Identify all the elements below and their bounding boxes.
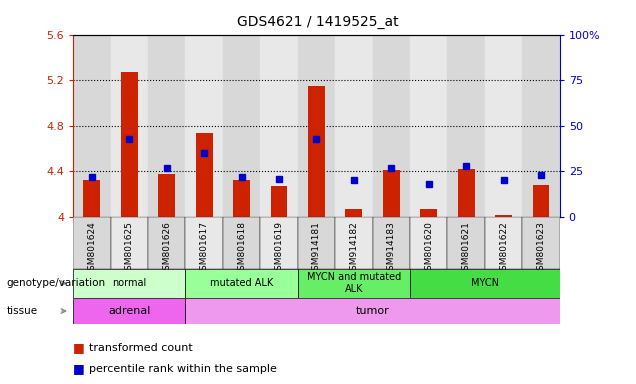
Bar xyxy=(522,35,560,217)
Text: GSM801623: GSM801623 xyxy=(537,221,546,276)
Text: GSM801621: GSM801621 xyxy=(462,221,471,276)
Text: GSM801622: GSM801622 xyxy=(499,221,508,276)
Text: normal: normal xyxy=(112,278,146,288)
Text: ■: ■ xyxy=(73,341,85,354)
Text: GSM801626: GSM801626 xyxy=(162,221,171,276)
Bar xyxy=(73,269,186,298)
Text: mutated ALK: mutated ALK xyxy=(210,278,273,288)
Text: GSM914181: GSM914181 xyxy=(312,221,321,276)
Bar xyxy=(111,35,148,217)
Bar xyxy=(485,35,522,217)
Bar xyxy=(410,217,447,269)
Text: MYCN and mutated
ALK: MYCN and mutated ALK xyxy=(307,272,401,294)
Bar xyxy=(373,35,410,217)
Bar xyxy=(223,35,260,217)
Text: GSM801624: GSM801624 xyxy=(87,221,96,276)
Text: genotype/variation: genotype/variation xyxy=(6,278,106,288)
Bar xyxy=(447,217,485,269)
Text: transformed count: transformed count xyxy=(89,343,193,353)
Bar xyxy=(495,215,512,217)
Text: tissue: tissue xyxy=(6,306,38,316)
Bar xyxy=(186,217,223,269)
Text: GSM801619: GSM801619 xyxy=(275,221,284,276)
Bar xyxy=(410,35,447,217)
Text: GSM801618: GSM801618 xyxy=(237,221,246,276)
Bar xyxy=(485,217,522,269)
Bar xyxy=(383,170,399,217)
Bar xyxy=(410,269,560,298)
Bar xyxy=(186,35,223,217)
Bar xyxy=(111,217,148,269)
Text: GDS4621 / 1419525_at: GDS4621 / 1419525_at xyxy=(237,15,399,29)
Text: adrenal: adrenal xyxy=(108,306,151,316)
Bar xyxy=(196,132,212,217)
Bar xyxy=(345,209,363,217)
Bar xyxy=(420,209,437,217)
Bar xyxy=(532,185,550,217)
Text: percentile rank within the sample: percentile rank within the sample xyxy=(89,364,277,374)
Bar xyxy=(186,269,298,298)
Bar xyxy=(83,180,100,217)
Bar xyxy=(373,217,410,269)
Bar xyxy=(233,180,250,217)
Bar xyxy=(458,169,474,217)
Bar xyxy=(298,217,335,269)
Bar xyxy=(73,35,111,217)
Bar xyxy=(298,269,410,298)
Bar xyxy=(186,298,560,324)
Bar xyxy=(121,72,138,217)
Bar xyxy=(73,298,186,324)
Text: GSM914182: GSM914182 xyxy=(349,221,358,276)
Bar xyxy=(335,217,373,269)
Bar xyxy=(158,174,175,217)
Bar xyxy=(223,217,260,269)
Bar xyxy=(270,186,287,217)
Bar xyxy=(298,35,335,217)
Bar xyxy=(335,35,373,217)
Bar xyxy=(260,217,298,269)
Bar xyxy=(148,217,186,269)
Text: tumor: tumor xyxy=(356,306,389,316)
Bar xyxy=(148,35,186,217)
Text: ■: ■ xyxy=(73,362,85,375)
Text: MYCN: MYCN xyxy=(471,278,499,288)
Text: GSM914183: GSM914183 xyxy=(387,221,396,276)
Text: GSM801620: GSM801620 xyxy=(424,221,433,276)
Text: GSM801625: GSM801625 xyxy=(125,221,134,276)
Bar xyxy=(447,35,485,217)
Bar xyxy=(260,35,298,217)
Bar xyxy=(308,86,325,217)
Bar xyxy=(522,217,560,269)
Bar xyxy=(73,217,111,269)
Text: GSM801617: GSM801617 xyxy=(200,221,209,276)
